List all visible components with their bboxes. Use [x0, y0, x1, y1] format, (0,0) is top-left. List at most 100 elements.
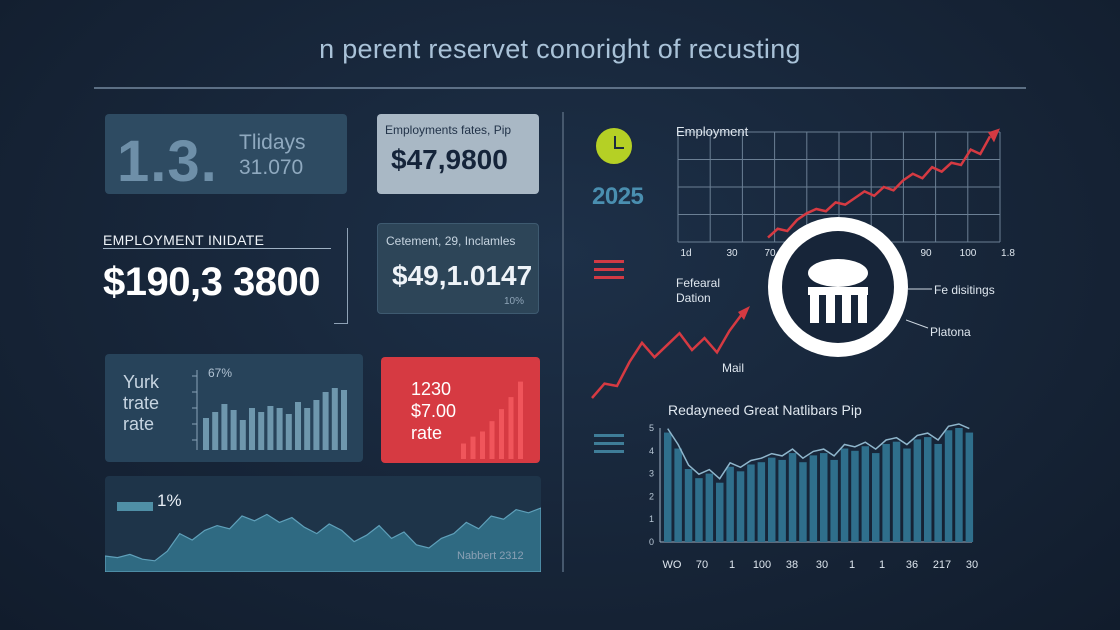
x-tick-label: 30 — [726, 248, 738, 259]
natlibars-bar — [882, 443, 890, 542]
x-tick-label: 38 — [786, 559, 798, 571]
red-bar — [461, 443, 466, 459]
employment-label: EMPLOYMENT INIDATE — [103, 232, 265, 248]
red-rate-card: 1230 $7.00 rate — [381, 357, 540, 463]
x-tick-label: 90 — [920, 248, 932, 259]
x-tick-label: 70 — [696, 559, 708, 571]
stat-label: Cetement, 29, Inclamles — [386, 234, 516, 248]
x-tick-label: 30 — [966, 559, 978, 571]
clock-icon — [594, 126, 634, 166]
red-bar — [518, 381, 523, 459]
yurk-bar — [239, 420, 246, 450]
natlibars-bar — [820, 453, 828, 542]
yurk-bar — [322, 392, 329, 450]
stat-label: Tlidays — [239, 131, 306, 154]
yurk-bar — [295, 402, 301, 450]
natlibars-bar — [934, 443, 942, 542]
natlibars-bar — [861, 446, 870, 542]
natlibars-bar — [757, 462, 766, 542]
natlibars-bar — [726, 466, 734, 542]
yurk-bar — [276, 408, 283, 450]
employment-bracket — [334, 228, 348, 324]
natlibars-bar — [872, 453, 880, 542]
natlibars-bar — [924, 437, 932, 542]
x-tick-label: 1 — [729, 559, 735, 571]
natlibars-bar-chart: 0 1 2 3 4 5 WO 70 1 100 38 30 1 1 36 217 30 — [649, 423, 978, 571]
x-tick-label: 1d — [680, 248, 691, 259]
page-title: n perent reservet conoright of recusting — [319, 34, 801, 64]
callout-label-platona: Platona — [930, 325, 971, 339]
clock-hour-hand — [614, 136, 616, 148]
natlibars-bar — [705, 473, 714, 542]
yurk-bar — [331, 388, 338, 450]
yurk-bar — [221, 404, 228, 450]
natlibars-bar — [716, 482, 724, 542]
natlibars-bar — [674, 448, 682, 542]
x-tick-label: 100 — [960, 248, 977, 259]
natlibars-bar — [851, 450, 859, 542]
stat-percent: 10% — [504, 296, 525, 307]
red-bar — [489, 421, 495, 459]
natlibars-bar — [955, 428, 963, 542]
menu-icon — [594, 260, 624, 284]
natlibars-bar — [809, 455, 818, 542]
x-tick-label: 1.8 — [1001, 248, 1015, 259]
red-bar — [480, 431, 485, 459]
red-label-2: $7.00 — [411, 401, 457, 421]
red-bar — [470, 436, 476, 459]
natlibars-bar — [944, 430, 953, 542]
clock-minute-hand — [614, 147, 624, 149]
natlibars-bar — [664, 432, 672, 542]
y-tick-label: 3 — [649, 469, 654, 479]
natlibars-bar — [913, 439, 922, 542]
natlibars-bar — [840, 448, 849, 542]
natlibars-bar — [830, 459, 838, 542]
red-bar — [508, 397, 514, 459]
x-tick-label: WO — [663, 559, 682, 571]
stat-sub-value: 31.070 — [239, 156, 304, 179]
yurk-label-1: Yurk — [123, 372, 160, 392]
yurk-bar — [285, 414, 292, 450]
y-tick-label: 1 — [649, 514, 654, 524]
natlibars-bar — [695, 478, 703, 542]
x-tick-label: 30 — [816, 559, 828, 571]
stat-value: $49,1.0147 — [392, 260, 533, 291]
vertical-divider — [562, 112, 564, 572]
red-label-1: 1230 — [411, 379, 452, 399]
natlibars-bar — [747, 464, 755, 542]
mail-label: Mail — [722, 361, 745, 375]
y-tick-label: 0 — [649, 537, 654, 547]
yurk-bar-chart — [192, 370, 347, 450]
x-tick-label: 1 — [849, 559, 855, 571]
legend-swatch — [117, 502, 153, 511]
stat-value: $47,9800 — [391, 144, 508, 175]
government-building-icon — [768, 217, 908, 357]
employment-line-chart: 1d 30 70 90 100 1.8 — [677, 128, 1015, 259]
federal-line-chart — [591, 306, 750, 399]
natlibars-bar — [736, 471, 745, 542]
employment-series — [767, 135, 992, 239]
yurk-bar — [267, 406, 274, 450]
federal-series — [591, 313, 744, 399]
area-percent: 1% — [157, 491, 182, 510]
red-bar-chart — [461, 381, 523, 459]
yurk-bar — [249, 408, 255, 450]
employment-chart-title: Employment — [676, 124, 749, 139]
natlibars-bar — [903, 448, 911, 542]
x-tick-label: 36 — [906, 559, 918, 571]
yurk-label-2: trate — [123, 393, 160, 413]
natlibars-trend-line — [667, 423, 970, 480]
area-chart — [105, 507, 541, 572]
emblem-callout-lines — [906, 288, 932, 329]
arrow-head-icon — [738, 306, 750, 320]
arrow-head-icon — [988, 128, 1000, 143]
y-tick-label: 2 — [649, 491, 654, 501]
callout-label-fe-distings: Fe disitings — [934, 283, 995, 297]
stat-card-employments-fates: Employments fates, Pip $47,9800 — [377, 114, 539, 194]
x-tick-label: 100 — [753, 559, 771, 571]
menu-icon — [594, 434, 624, 458]
natlibars-bar — [778, 459, 786, 542]
natlibars-bar — [768, 457, 776, 542]
natlibars-bar — [892, 441, 901, 542]
header-divider — [94, 87, 1026, 89]
